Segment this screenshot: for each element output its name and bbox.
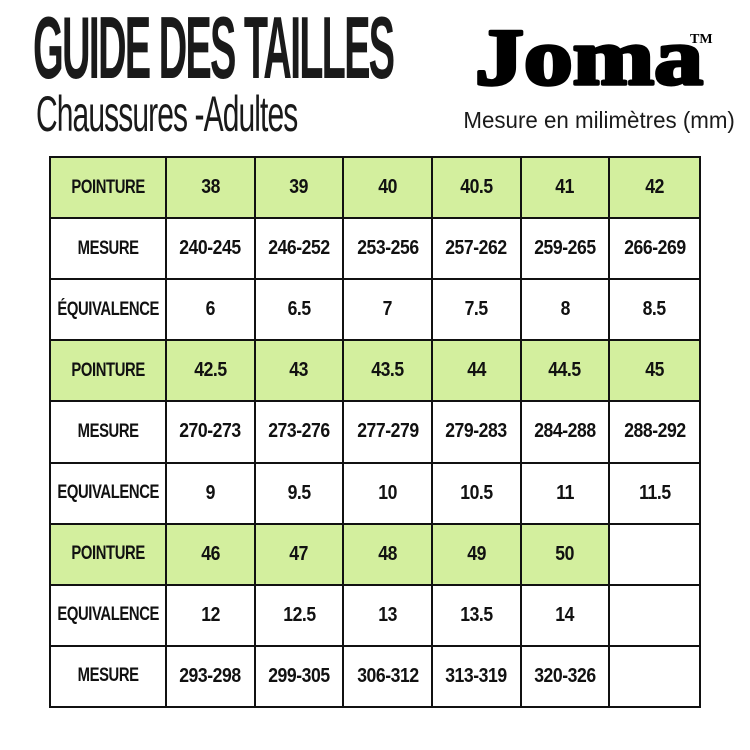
svg-text:TM: TM [690,32,713,47]
svg-text:Joma: Joma [475,14,703,102]
